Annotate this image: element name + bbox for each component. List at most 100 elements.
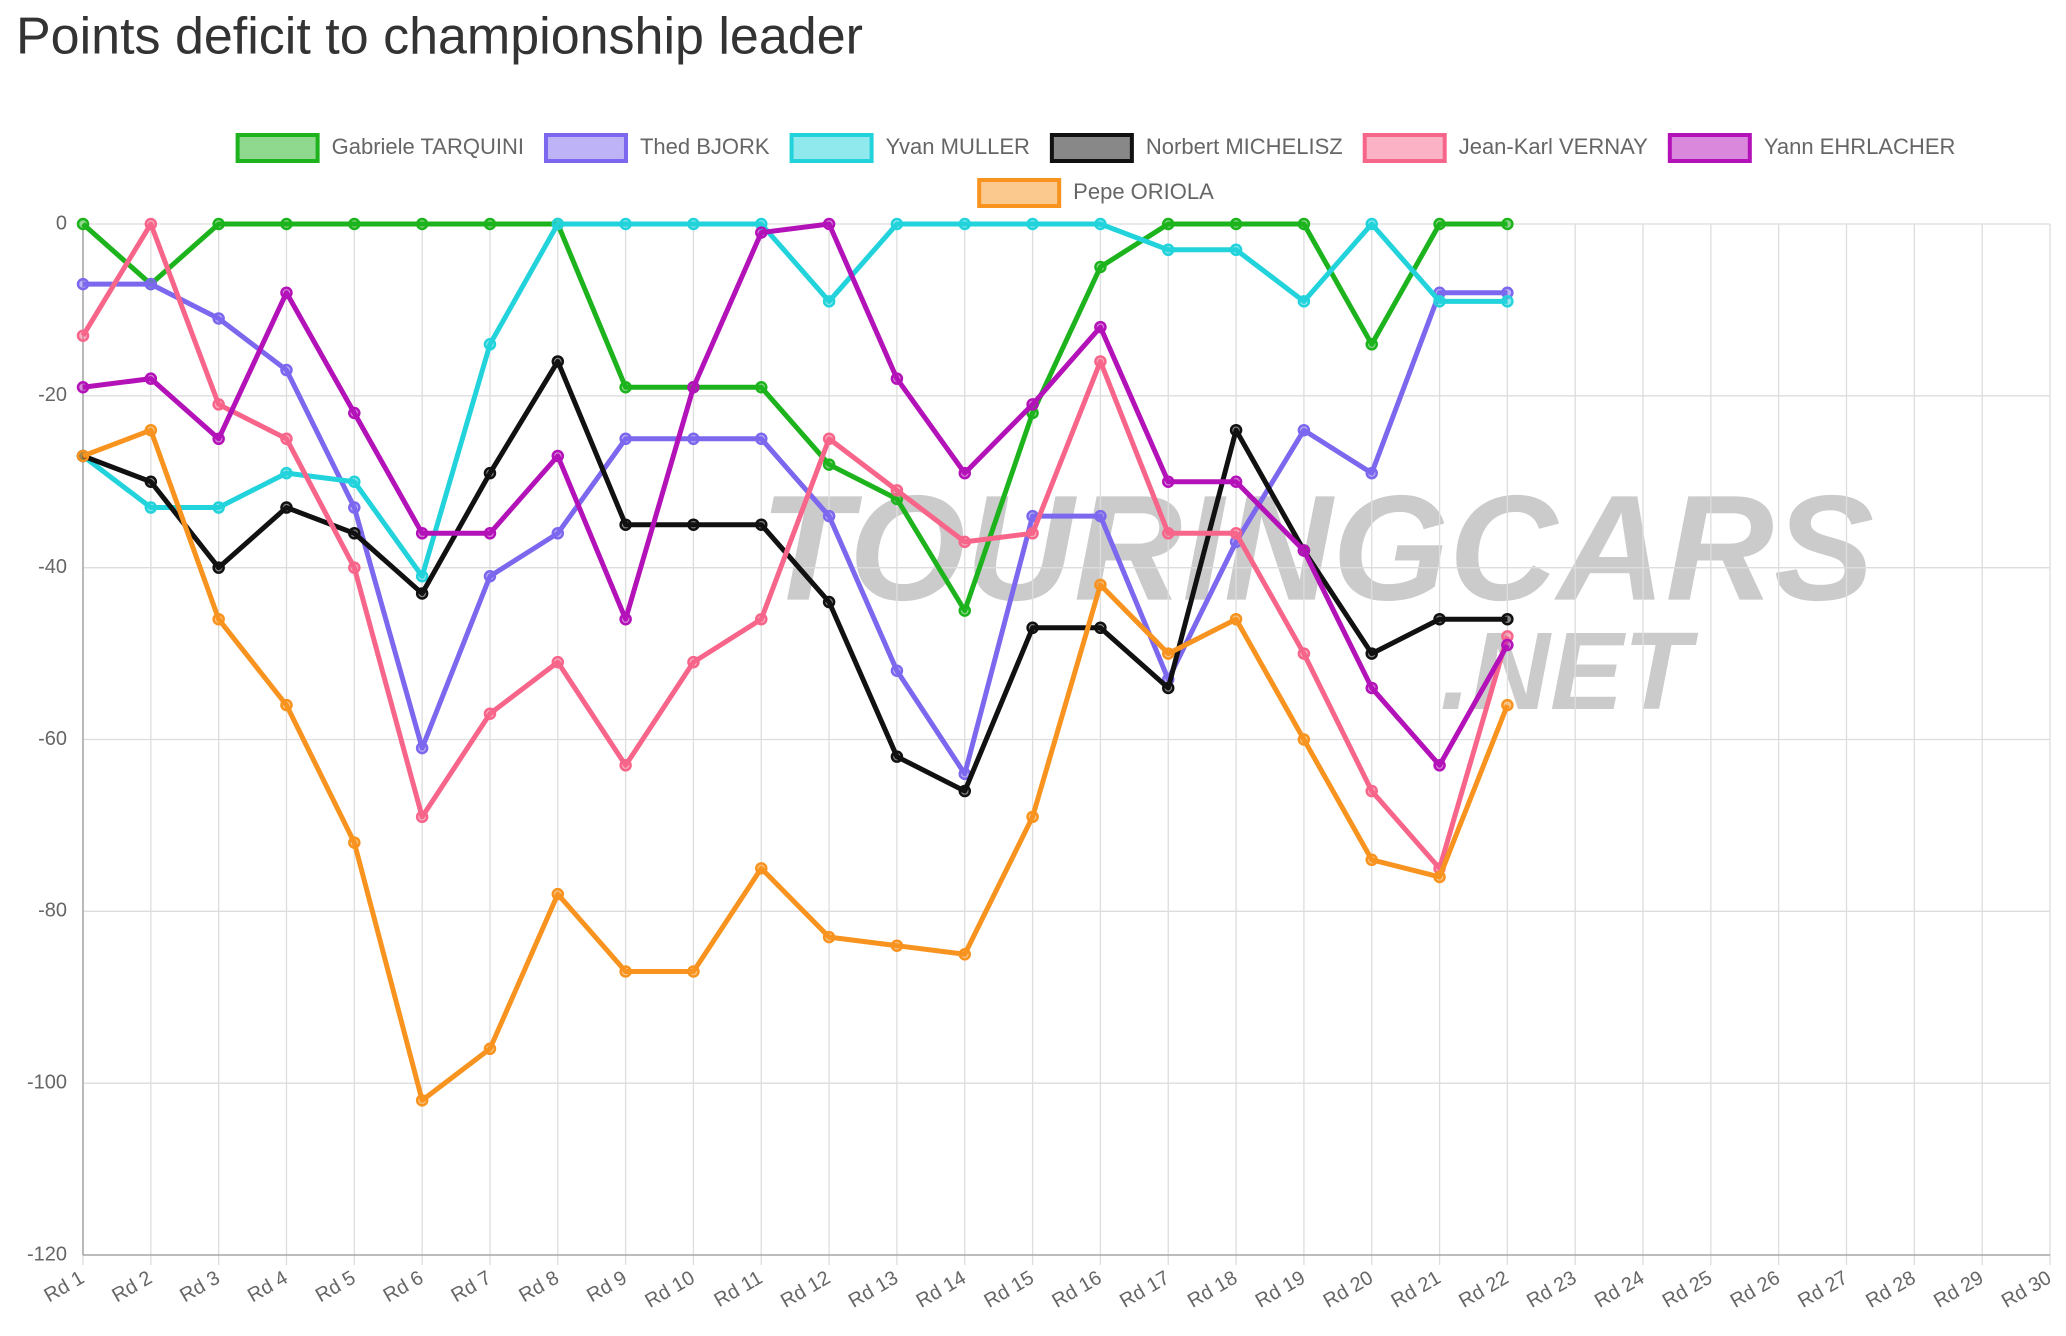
series-line <box>80 221 1510 871</box>
x-tick-label: Rd 12 <box>777 1267 834 1313</box>
x-tick-label: Rd 18 <box>1184 1267 1241 1313</box>
data-point <box>1229 423 1243 437</box>
data-point <box>755 226 768 239</box>
data-point <box>144 423 158 437</box>
data-point <box>76 449 90 463</box>
x-tick-label: Rd 15 <box>981 1267 1038 1313</box>
x-tick-label: Rd 5 <box>312 1267 360 1307</box>
data-point <box>755 380 768 394</box>
legend-item: Thed BJORK <box>543 133 770 163</box>
data-point <box>687 965 700 978</box>
data-point <box>1501 217 1514 231</box>
data-point <box>1094 578 1107 592</box>
data-point <box>755 432 768 446</box>
data-point <box>1365 853 1378 867</box>
x-tick-label: Rd 20 <box>1320 1267 1377 1313</box>
data-point <box>280 286 293 299</box>
data-point <box>822 458 836 471</box>
data-point <box>1297 733 1311 746</box>
watermark-text: .NET <box>1440 610 1698 733</box>
data-point <box>551 527 565 540</box>
legend-item: Pepe ORIOLA <box>977 178 1214 208</box>
data-point <box>1026 217 1039 231</box>
data-point <box>1161 243 1175 257</box>
x-tick-label: Rd 19 <box>1252 1267 1309 1313</box>
data-point <box>415 570 429 583</box>
data-point <box>483 570 497 583</box>
legend-item: Norbert MICHELISZ <box>1049 133 1343 163</box>
data-point <box>280 698 293 712</box>
data-point <box>1161 647 1175 660</box>
y-tick-label: -20 <box>38 384 67 406</box>
x-tick-label: Rd 29 <box>1930 1267 1987 1313</box>
data-point <box>1365 784 1378 798</box>
data-point <box>755 518 768 531</box>
data-point <box>212 312 225 325</box>
x-tick-label: Rd 21 <box>1387 1267 1444 1313</box>
data-point <box>822 295 836 308</box>
x-tick-label: Rd 8 <box>515 1267 563 1307</box>
series-line <box>82 358 1508 794</box>
data-point <box>1501 295 1514 308</box>
x-tick-label: Rd 30 <box>1998 1267 2055 1313</box>
legend-item: Yvan MULLER <box>789 133 1030 163</box>
data-point <box>212 501 225 514</box>
y-tick-label: -60 <box>38 728 67 750</box>
data-point <box>1297 544 1311 557</box>
data-point <box>1026 810 1039 824</box>
data-point <box>212 612 225 626</box>
data-point <box>212 432 225 446</box>
x-tick-label: Rd 6 <box>380 1267 428 1307</box>
data-point <box>1161 475 1175 488</box>
y-tick-label: -80 <box>38 900 67 922</box>
data-point <box>280 363 293 377</box>
data-point <box>415 741 429 755</box>
data-point <box>890 664 904 678</box>
data-point <box>1229 612 1243 626</box>
data-point <box>619 380 632 394</box>
legend-item: Jean-Karl VERNAY <box>1362 133 1648 163</box>
data-point <box>280 432 293 446</box>
data-point <box>1365 338 1378 351</box>
data-point <box>483 338 497 351</box>
data-point <box>822 930 836 944</box>
x-tick-label: Rd 10 <box>641 1267 698 1313</box>
data-point <box>212 217 225 231</box>
data-point <box>619 759 632 772</box>
x-tick-label: Rd 4 <box>244 1267 292 1307</box>
data-point <box>822 595 836 609</box>
series-line <box>82 427 1510 1103</box>
data-point <box>1501 698 1514 712</box>
data-point <box>1297 647 1311 660</box>
data-point <box>890 217 904 231</box>
data-point <box>1297 217 1311 231</box>
x-tick-label: Rd 23 <box>1523 1267 1580 1313</box>
data-point <box>348 501 361 514</box>
data-point <box>890 372 904 385</box>
series-line <box>81 221 1508 579</box>
data-point <box>348 217 361 231</box>
data-point <box>1026 527 1039 540</box>
x-tick-label: Rd 27 <box>1794 1267 1851 1313</box>
x-tick-label: Rd 3 <box>176 1267 224 1307</box>
watermark-text: TOURINGCARS <box>760 464 1874 632</box>
series-line <box>81 221 1508 614</box>
data-point <box>280 501 293 514</box>
legend-swatch <box>235 133 320 163</box>
x-tick-label: Rd 13 <box>845 1267 902 1313</box>
data-point <box>1229 243 1243 257</box>
y-tick-label: -100 <box>27 1071 67 1093</box>
data-point <box>1365 681 1378 695</box>
x-tick-label: Rd 24 <box>1591 1267 1648 1313</box>
data-point <box>483 1042 497 1056</box>
data-point <box>144 372 158 385</box>
data-point <box>890 484 904 497</box>
data-point <box>687 217 700 231</box>
data-point <box>144 217 158 231</box>
data-point <box>755 862 768 875</box>
x-tick-label: Rd 2 <box>108 1267 156 1307</box>
data-point <box>1229 217 1243 231</box>
data-point <box>1297 295 1311 308</box>
legend-label: Yann EHRLACHER <box>1764 134 1956 159</box>
data-point <box>483 217 497 231</box>
